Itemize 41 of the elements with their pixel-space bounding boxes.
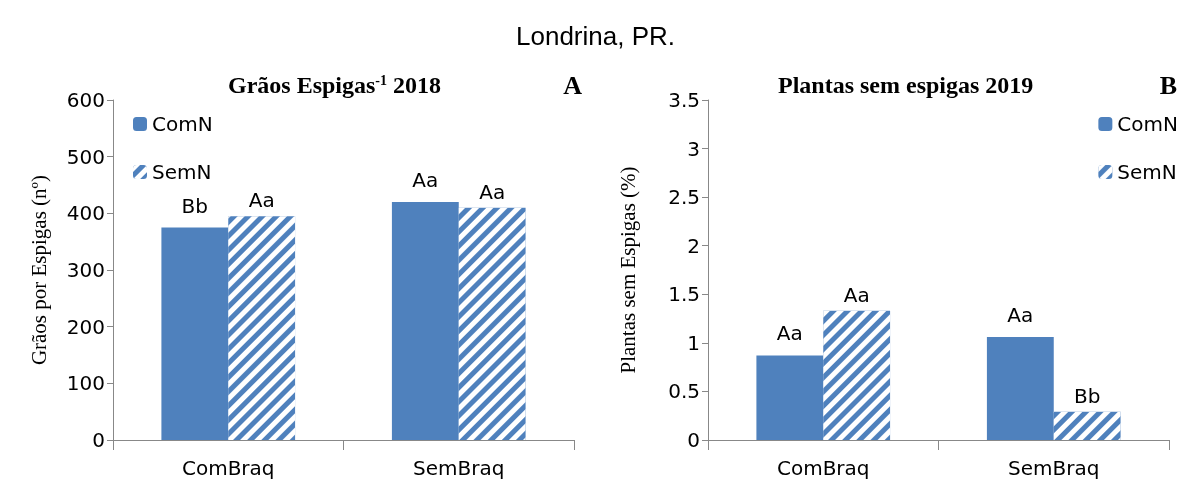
- y-tick-label: 200: [66, 314, 105, 339]
- legend-label: SemN: [152, 160, 212, 184]
- data-label: Aa: [776, 321, 803, 346]
- text: B: [1159, 70, 1177, 100]
- y-tick-label: 0: [92, 428, 105, 452]
- x-tick-label: SemBraq: [413, 456, 505, 480]
- text: A: [563, 70, 583, 100]
- y-tick-label: 500: [66, 144, 105, 169]
- y-tick-label: 2.5: [668, 185, 700, 210]
- data-label: Aa: [1007, 303, 1034, 328]
- legend-label: ComN: [1117, 112, 1179, 136]
- bar: [986, 337, 1054, 440]
- y-tick-label: 0.5: [668, 379, 700, 404]
- y-tick-label: 400: [66, 201, 105, 226]
- text: Londrina, PR.: [515, 20, 676, 53]
- y-axis-title: Plantas sem Espigas (%): [615, 166, 640, 374]
- y-tick-label: 1: [687, 330, 700, 355]
- y-tick-label: 600: [66, 88, 105, 112]
- legend-label: ComN: [152, 112, 213, 136]
- bar: [756, 355, 824, 440]
- y-tick-label: 100: [66, 371, 105, 396]
- data-label: Bb: [1073, 383, 1101, 408]
- legend-label: SemN: [1117, 160, 1177, 184]
- data-label: Aa: [479, 179, 506, 204]
- x-tick-label: SemBraq: [1008, 456, 1100, 480]
- data-label: Aa: [248, 188, 275, 213]
- data-label: Aa: [843, 282, 870, 307]
- chart-title: Plantas sem espigas 2019: [778, 72, 1034, 98]
- x-tick-label: ComBraq: [181, 456, 275, 480]
- bar: [391, 202, 459, 440]
- x-tick-label: ComBraq: [776, 456, 870, 480]
- data-label: Bb: [181, 193, 209, 218]
- y-tick-label: 1.5: [668, 282, 700, 307]
- bar: [161, 227, 229, 440]
- y-tick-label: 300: [66, 258, 105, 282]
- y-tick-label: 3.5: [668, 88, 700, 112]
- y-axis-title: Grãos por Espigas (nº): [26, 174, 51, 366]
- y-tick-label: 3: [687, 136, 700, 161]
- data-label: Aa: [412, 168, 439, 192]
- y-tick-label: 0: [687, 428, 700, 452]
- y-tick-label: 2: [687, 233, 700, 258]
